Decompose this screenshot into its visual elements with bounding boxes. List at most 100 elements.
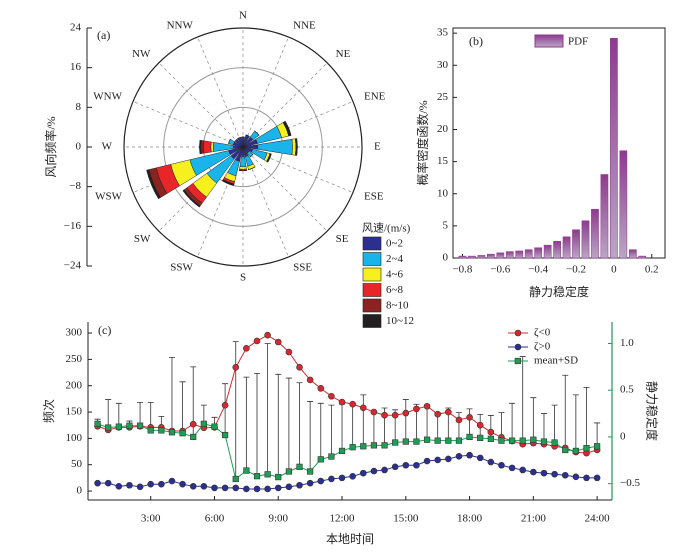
rose-segment [295,138,298,156]
legend-label: ζ>0 [534,341,551,353]
error-bar [200,404,207,424]
marker [381,466,388,474]
legend-label: 8~10 [386,300,409,312]
direction-label: WSW [95,191,123,203]
rose-segment [245,134,250,137]
rose-segment [228,139,231,144]
marker [136,422,144,429]
y-tick-label: 0 [76,141,82,153]
error-bar [317,402,324,460]
marker [221,401,229,409]
marker [115,423,122,430]
direction-label: N [239,10,247,22]
y2-axis-label: 静力稳定度 [644,381,659,441]
marker [94,420,101,427]
series-line [97,334,598,454]
marker [136,483,144,491]
marker [296,363,303,371]
bar [505,251,514,259]
error-bar [370,412,377,446]
error-bar [583,387,590,449]
legend-label: 4~6 [386,269,403,281]
marker [338,447,346,455]
marker [551,439,558,446]
y-tick-label: 300 [66,327,83,339]
marker [572,473,580,481]
y-tick-label: 8 [76,101,82,113]
marker [434,456,441,464]
marker [540,438,548,445]
y2-tick-label: 0.5 [620,384,634,396]
y-tick-label: 5 [443,219,449,231]
marker [243,467,250,474]
marker [391,411,399,419]
rose-segment [199,139,202,155]
marker [487,458,495,466]
marker [402,438,409,445]
x-tick-label: 18:00 [457,513,483,525]
marker [487,428,495,436]
error-bar [572,394,579,451]
rose-segment [239,166,247,170]
error-bar [551,404,558,443]
y-tick-label: 20 [437,123,449,135]
y-tick-label: −16 [64,220,82,232]
x-tick-label: 15:00 [393,513,419,525]
marker [476,454,484,462]
marker [168,429,176,436]
panel-label: (a) [97,28,110,42]
marker [274,484,282,492]
y-axis-label: 风向频率/% [43,116,58,177]
panel-label: (c) [98,323,111,337]
marker [211,423,218,430]
direction-label: NW [132,48,151,60]
y-axis-label: 频次 [42,399,56,423]
legend-swatch [362,252,382,266]
x-tick-label: 9:00 [268,513,288,525]
rose-segment [291,138,297,156]
y-tick-label: 24 [70,22,82,34]
marker [392,439,399,446]
error-bar [105,399,112,428]
marker [349,473,356,480]
marker [370,408,378,416]
legend-swatch [362,236,382,251]
error-bar [232,341,239,479]
x-tick-label: 24:00 [585,513,611,525]
marker [190,433,197,441]
marker [200,483,208,490]
rose-segment [239,156,247,168]
marker [445,455,452,463]
marker [264,485,271,493]
marker [413,461,420,469]
error-bar [360,394,367,447]
direction-label: E [374,141,381,153]
error-bar [307,401,314,472]
bar [600,174,609,259]
legend-label: 2~4 [386,253,403,265]
marker [572,447,579,455]
y-tick-label: −24 [64,260,82,272]
error-bar [562,374,569,451]
bar [468,255,476,259]
y-tick-label: 35 [437,27,449,39]
bar [543,244,552,259]
y-tick-label: 16 [70,61,82,73]
spoke [158,62,244,148]
marker [189,483,197,490]
marker [477,434,484,441]
bar [619,150,628,259]
direction-label: ESE [364,191,384,203]
marker [583,445,590,452]
error-bar [168,357,175,433]
marker [253,473,261,480]
marker [285,468,292,475]
x-tick-label: −0.8 [452,264,472,276]
marker [243,345,250,352]
marker [189,420,197,428]
direction-label: SE [336,233,349,245]
marker [328,453,335,460]
error-bar [402,399,409,442]
error-bar [264,343,271,475]
